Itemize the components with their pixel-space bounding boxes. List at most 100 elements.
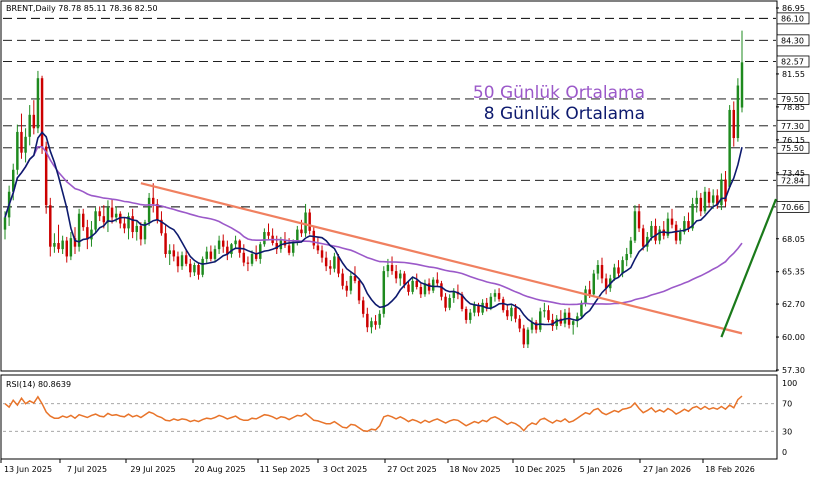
candle-body (493, 293, 497, 297)
candle-body (110, 207, 114, 218)
candle-body (423, 283, 427, 295)
candle-body (555, 318, 558, 327)
candle-body (139, 225, 143, 240)
candle-body (11, 169, 15, 192)
candle-body (613, 267, 616, 279)
candle-body (580, 302, 583, 317)
rsi-tick-label: 70 (782, 400, 792, 409)
candle-body (679, 232, 682, 241)
candle-body (687, 221, 690, 229)
candle-body (304, 212, 307, 234)
candle-body (403, 273, 406, 285)
candle-body (469, 312, 472, 320)
candle-body (353, 275, 357, 281)
candle-body (633, 211, 637, 241)
candle-body (296, 229, 299, 242)
candle-body (736, 85, 740, 139)
axis-layer: 86.95 81.55 78.85 76.15 73.45 68.05 65.35 62.70… (0, 4, 805, 474)
candle-body (691, 203, 694, 229)
candle-body (464, 308, 468, 320)
candle-body (497, 293, 501, 300)
candle-body (629, 240, 633, 255)
candle-body (588, 289, 591, 295)
candle-body (670, 218, 674, 225)
candle-body (123, 223, 126, 229)
level-badge (776, 119, 810, 132)
candle-body (205, 251, 208, 259)
candle-body (160, 219, 163, 234)
candle-body (267, 232, 270, 236)
candle-body (197, 265, 200, 275)
level-badge (776, 141, 810, 154)
candle-body (646, 236, 649, 247)
candle-body (666, 218, 670, 236)
candle-body (703, 191, 707, 212)
candle-body (250, 254, 254, 264)
candle-body (20, 131, 23, 153)
candle-body (571, 321, 575, 325)
y-tick-label: 81.55 (782, 70, 805, 79)
candle-body (506, 310, 509, 317)
candle-body (481, 302, 484, 313)
candle-body (707, 191, 711, 203)
candle-body (361, 300, 365, 314)
candle-body (209, 251, 213, 259)
rsi-tick-label: 100 (782, 379, 797, 388)
candle-body (147, 197, 151, 223)
legend-ma8: 8 Günlük Ortalama (484, 104, 645, 124)
candle-body (370, 321, 373, 328)
candle-body (654, 225, 657, 241)
candle-body (436, 279, 439, 284)
candle-body (221, 240, 225, 247)
candle-body (254, 254, 258, 259)
candle-body (234, 240, 237, 245)
x-tick-label: 10 Dec 2025 (514, 465, 565, 474)
candle-body (394, 271, 398, 279)
level-label: 72.84 (781, 176, 804, 185)
rsi-panel-frame (0, 374, 778, 460)
candle-body (193, 265, 196, 273)
candle-body (127, 216, 130, 229)
level-label: 82.57 (781, 57, 804, 66)
candle-body (415, 280, 418, 287)
candle-body (637, 211, 641, 229)
candle-body (135, 225, 138, 233)
candle-body (641, 228, 645, 247)
level-badge (776, 93, 810, 105)
x-tick-label: 27 Oct 2025 (387, 465, 436, 474)
candle-body (114, 213, 118, 218)
candle-body (242, 252, 246, 263)
candle-body (732, 109, 736, 139)
candle-body (592, 273, 596, 295)
candle-body (382, 271, 386, 314)
rsi-layer: 100 70 30 0 (3, 379, 797, 457)
candle-body (357, 280, 361, 301)
candle-body (49, 205, 52, 247)
candle-body (16, 131, 19, 170)
candle-body (740, 62, 744, 108)
trend-lines-layer (140, 182, 778, 338)
candle-body (184, 255, 188, 264)
candle-body (3, 217, 7, 230)
candle-body (724, 179, 727, 202)
candle-body (716, 195, 719, 206)
candle-body (728, 109, 731, 187)
candle-body (345, 285, 348, 291)
candle-body (543, 310, 546, 312)
candle-body (102, 216, 106, 223)
candle-body (94, 211, 97, 230)
candle-body (419, 286, 423, 295)
candle-body (650, 225, 653, 237)
candle-body (366, 313, 369, 328)
candle-body (386, 265, 390, 272)
candle-body (53, 243, 56, 247)
level-label: 70.66 (781, 203, 804, 212)
candle-body (390, 265, 394, 272)
rsi-header: RSI(14) 80.8639 (6, 380, 71, 389)
candle-body (61, 240, 64, 250)
x-tick-label: 29 Jul 2025 (130, 465, 175, 474)
y-tick-label: 86.95 (782, 4, 805, 13)
candle-body (378, 313, 381, 325)
